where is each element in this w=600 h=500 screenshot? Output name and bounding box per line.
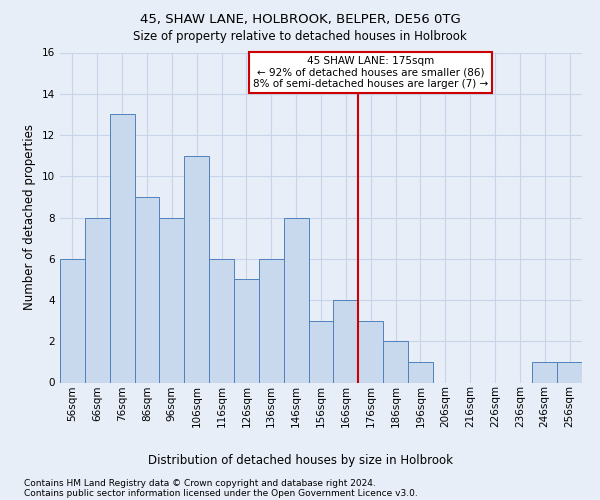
Y-axis label: Number of detached properties: Number of detached properties xyxy=(23,124,37,310)
Bar xyxy=(308,320,334,382)
Bar xyxy=(60,259,85,382)
Text: Distribution of detached houses by size in Holbrook: Distribution of detached houses by size … xyxy=(148,454,452,467)
Text: 45, SHAW LANE, HOLBROOK, BELPER, DE56 0TG: 45, SHAW LANE, HOLBROOK, BELPER, DE56 0T… xyxy=(140,12,460,26)
Bar xyxy=(358,320,383,382)
Bar xyxy=(209,259,234,382)
Bar xyxy=(259,259,284,382)
Bar xyxy=(160,218,184,382)
Bar xyxy=(532,362,557,382)
Bar xyxy=(334,300,358,382)
Bar xyxy=(85,218,110,382)
Text: 45 SHAW LANE: 175sqm
← 92% of detached houses are smaller (86)
8% of semi-detach: 45 SHAW LANE: 175sqm ← 92% of detached h… xyxy=(253,56,488,89)
Text: Contains public sector information licensed under the Open Government Licence v3: Contains public sector information licen… xyxy=(24,489,418,498)
Bar xyxy=(110,114,134,382)
Bar xyxy=(408,362,433,382)
Bar xyxy=(184,156,209,382)
Text: Contains HM Land Registry data © Crown copyright and database right 2024.: Contains HM Land Registry data © Crown c… xyxy=(24,479,376,488)
Bar xyxy=(383,341,408,382)
Bar xyxy=(557,362,582,382)
Bar xyxy=(134,197,160,382)
Bar xyxy=(284,218,308,382)
Bar xyxy=(234,280,259,382)
Text: Size of property relative to detached houses in Holbrook: Size of property relative to detached ho… xyxy=(133,30,467,43)
